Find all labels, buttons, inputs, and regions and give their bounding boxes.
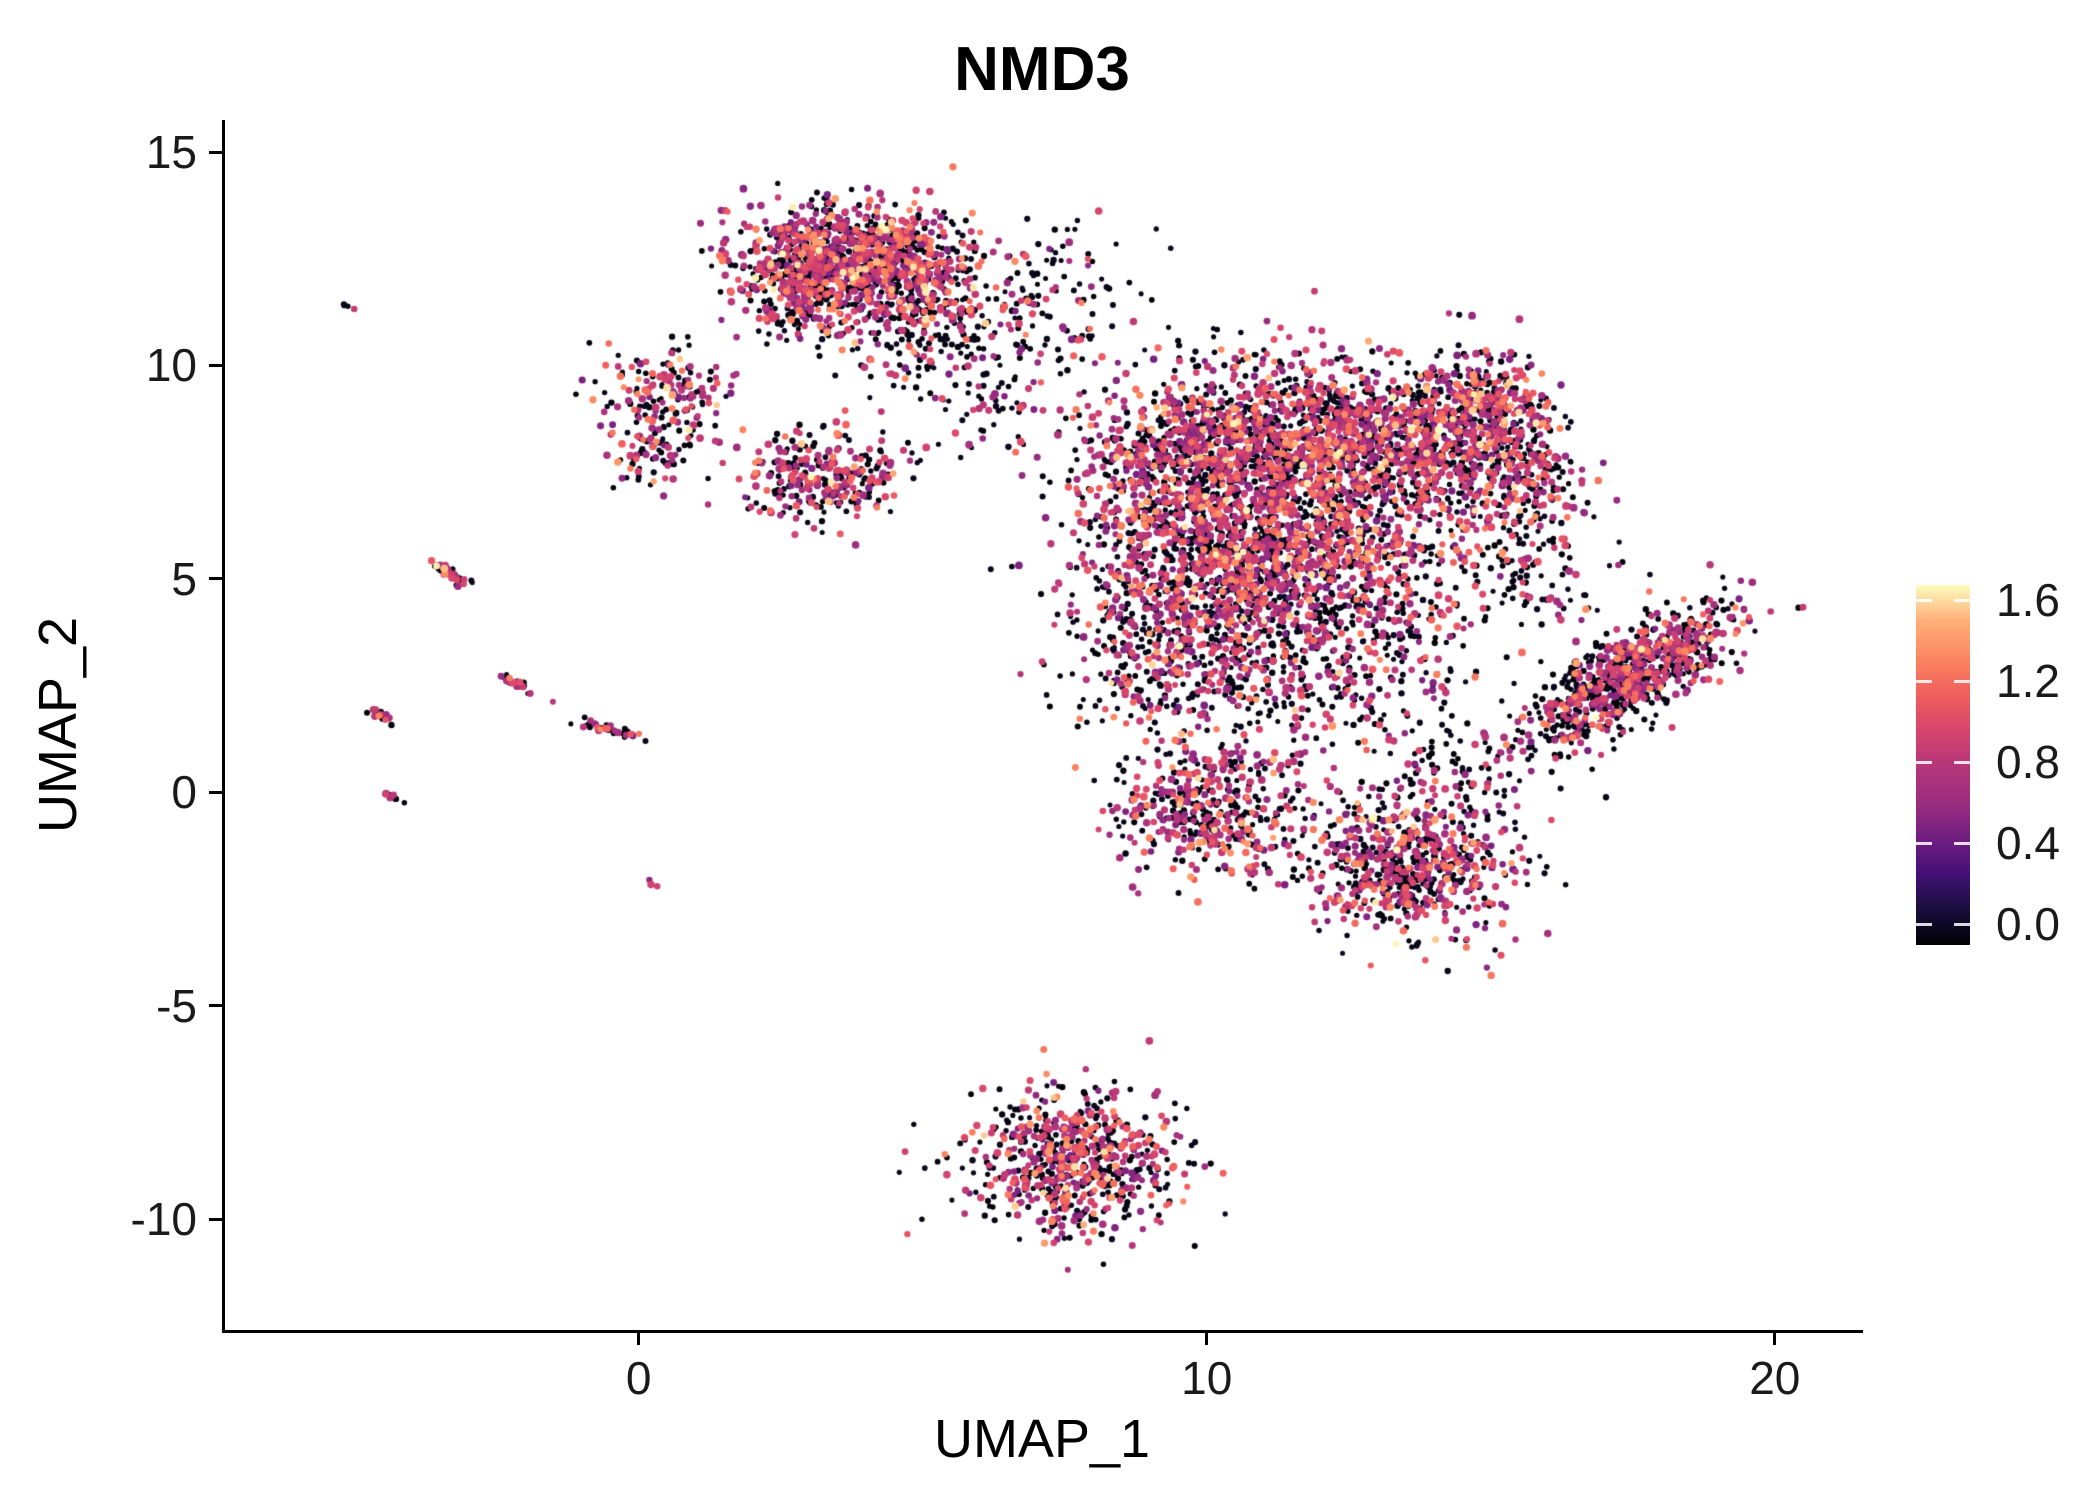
y-tick-label: -10 xyxy=(130,1193,197,1246)
colorbar-tick-label: 1.2 xyxy=(1996,655,2060,707)
x-tick-mark xyxy=(1773,1330,1777,1345)
colorbar-tick xyxy=(1954,598,1970,602)
y-tick-label: 5 xyxy=(171,552,197,605)
y-tick-label: -5 xyxy=(156,979,197,1032)
colorbar-tick xyxy=(1954,760,1970,764)
colorbar-tick xyxy=(1916,598,1932,602)
y-axis-label: UMAP_2 xyxy=(28,616,88,834)
y-tick-label: 15 xyxy=(145,126,197,178)
y-tick-mark xyxy=(209,790,224,794)
colorbar-tick xyxy=(1916,922,1932,926)
colorbar-tick-label: 0.4 xyxy=(1996,817,2060,869)
y-tick-label: 10 xyxy=(145,339,197,392)
y-axis-line xyxy=(222,120,225,1333)
x-tick-mark xyxy=(637,1330,641,1345)
colorbar-tick xyxy=(1954,922,1970,926)
colorbar-tick-label: 0.0 xyxy=(1996,898,2060,950)
x-tick-label: 0 xyxy=(625,1352,652,1404)
colorbar-tick xyxy=(1954,841,1970,845)
colorbar-tick xyxy=(1954,679,1970,683)
y-tick-mark xyxy=(209,150,224,154)
x-axis-label: UMAP_1 xyxy=(933,1409,1151,1469)
colorbar-tick-label: 1.6 xyxy=(1996,574,2060,626)
y-tick-mark xyxy=(209,577,224,581)
y-tick-label: 0 xyxy=(171,766,197,819)
x-tick-label: 20 xyxy=(1749,1352,1801,1404)
x-tick-label: 10 xyxy=(1181,1352,1233,1404)
colorbar-gradient xyxy=(1916,585,1970,945)
colorbar-tick xyxy=(1916,760,1932,764)
y-tick-mark xyxy=(209,1217,224,1221)
colorbar-tick xyxy=(1916,679,1932,683)
x-axis-line xyxy=(222,1330,1863,1333)
colorbar-tick-label: 0.8 xyxy=(1996,736,2060,788)
plot-title: NMD3 xyxy=(954,35,1130,104)
y-tick-mark xyxy=(209,1004,224,1008)
y-tick-mark xyxy=(209,363,224,367)
colorbar-tick xyxy=(1916,841,1932,845)
x-tick-mark xyxy=(1205,1330,1209,1345)
